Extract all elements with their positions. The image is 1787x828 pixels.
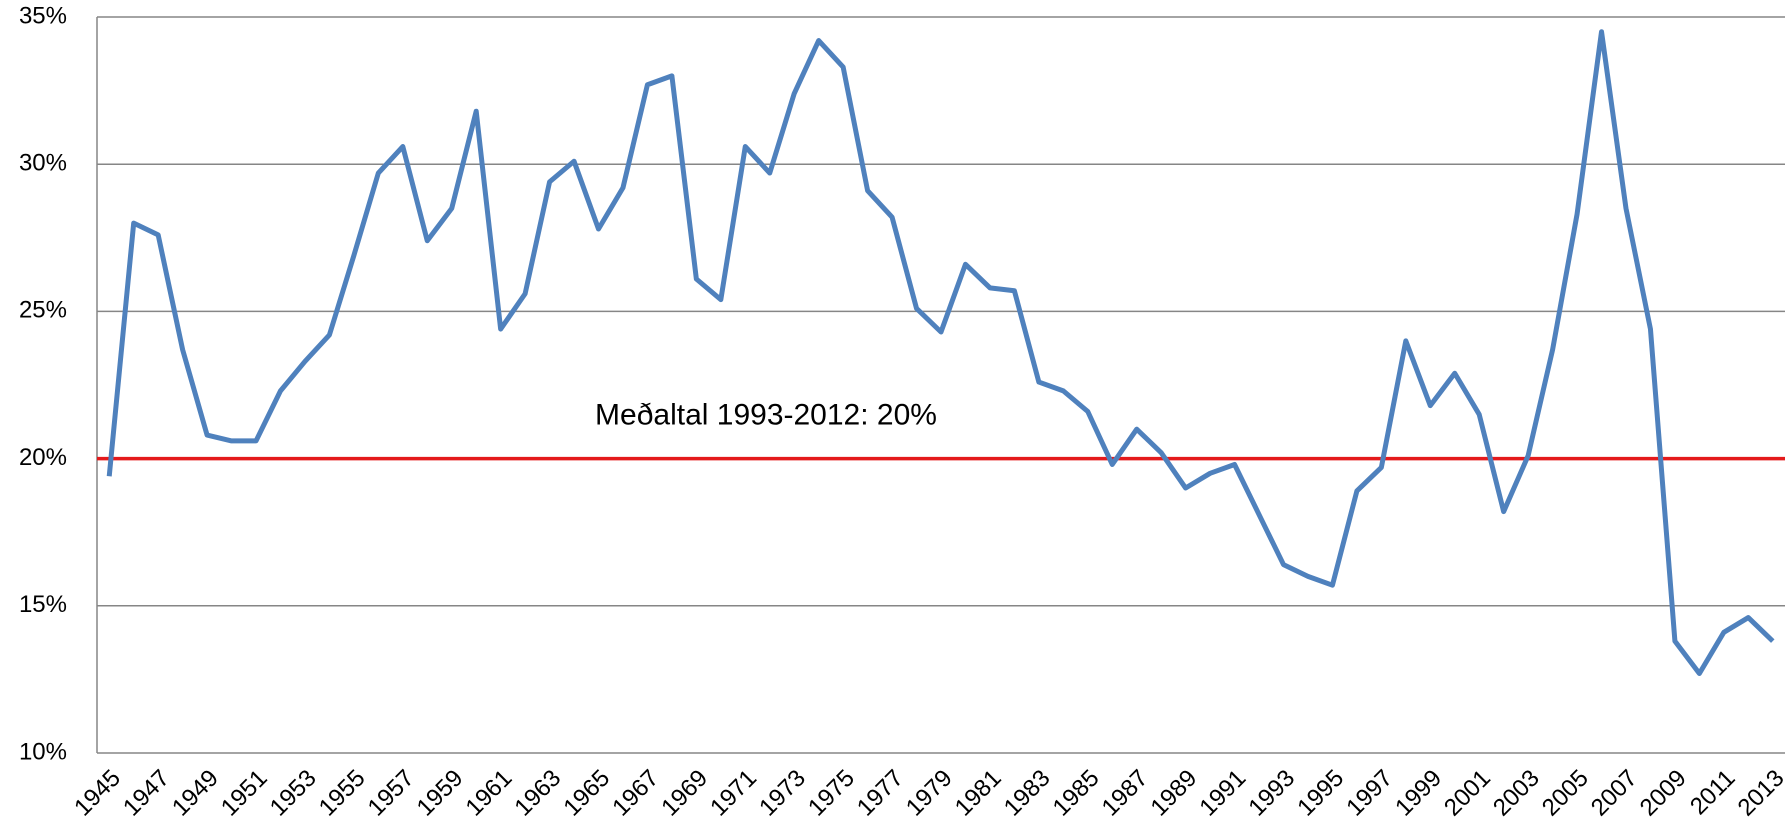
x-tick-label: 1981 — [950, 765, 1007, 822]
x-tick-label: 1957 — [363, 765, 420, 822]
x-tick-label: 1949 — [167, 765, 224, 822]
x-tick-label: 1985 — [1048, 765, 1105, 822]
x-tick-label: 1945 — [69, 765, 126, 822]
x-tick-label: 1961 — [461, 765, 518, 822]
x-tick-label: 2007 — [1586, 765, 1643, 822]
x-tick-label: 1973 — [754, 765, 811, 822]
reference-label: Meðaltal 1993-2012: 20% — [595, 399, 937, 432]
x-tick-label: 1993 — [1243, 765, 1300, 822]
y-tick-label: 30% — [19, 150, 67, 177]
x-tick-label: 1989 — [1146, 765, 1203, 822]
y-tick-label: 25% — [19, 297, 67, 324]
x-tick-label: 2001 — [1439, 765, 1496, 822]
y-tick-label: 15% — [19, 591, 67, 618]
x-tick-label: 1951 — [216, 765, 273, 822]
y-tick-label: 20% — [19, 444, 67, 471]
x-tick-label: 2011 — [1685, 765, 1741, 821]
x-tick-label: 1991 — [1194, 765, 1251, 822]
x-tick-label: 1947 — [118, 765, 175, 822]
x-tick-label: 2003 — [1488, 765, 1545, 822]
line-series — [106, 29, 1775, 677]
x-tick-label: 1953 — [265, 765, 322, 822]
x-tick-label: 2005 — [1537, 765, 1594, 822]
x-tick-label: 1965 — [558, 765, 615, 822]
x-tick-label: 2013 — [1733, 765, 1787, 822]
x-tick-label: 1963 — [509, 765, 566, 822]
x-tick-label: 2009 — [1635, 765, 1692, 822]
y-tick-label: 10% — [19, 738, 67, 765]
x-tick-label: 1983 — [999, 765, 1056, 822]
x-tick-label: 1967 — [607, 765, 664, 822]
x-tick-label: 1969 — [656, 765, 713, 822]
x-tick-label: 1971 — [705, 765, 762, 822]
y-tick-label: 35% — [19, 2, 67, 29]
x-tick-label: 1979 — [901, 765, 958, 822]
x-tick-label: 1987 — [1097, 765, 1154, 822]
x-tick-label: 1977 — [852, 765, 909, 822]
x-tick-label: 1997 — [1341, 765, 1398, 822]
x-tick-label: 1975 — [803, 765, 860, 822]
x-tick-label: 1995 — [1292, 765, 1349, 822]
x-tick-label: 1955 — [314, 765, 371, 822]
x-tick-label: 1999 — [1390, 765, 1447, 822]
x-tick-label: 1959 — [412, 765, 469, 822]
